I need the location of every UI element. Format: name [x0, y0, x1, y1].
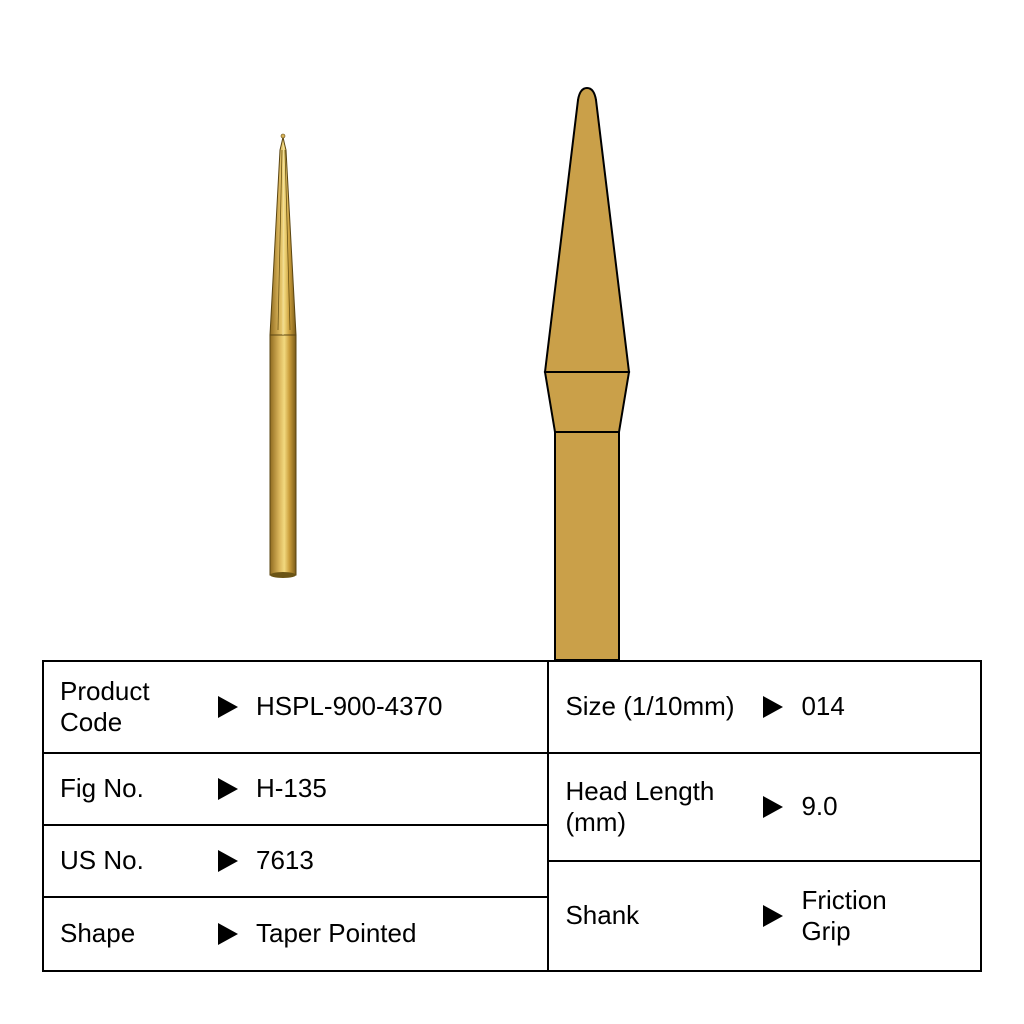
- spec-label: Size (1/10mm): [565, 691, 745, 722]
- table-row: Shank FrictionGrip: [549, 862, 980, 970]
- specs-col-right: Size (1/10mm) 014 Head Length(mm) 9.0 Sh…: [549, 662, 980, 970]
- spec-value: 9.0: [801, 791, 964, 822]
- spec-value: 7613: [256, 845, 531, 876]
- specs-col-left: ProductCode HSPL-900-4370 Fig No. H-135 …: [44, 662, 549, 970]
- spec-label: Fig No.: [60, 773, 200, 804]
- spec-label: Shank: [565, 900, 745, 931]
- spec-value: 014: [801, 691, 964, 722]
- triangle-icon: [218, 923, 238, 945]
- photo-bur: [270, 134, 296, 578]
- table-row: US No. 7613: [44, 826, 547, 898]
- spec-label: ProductCode: [60, 676, 200, 738]
- spec-label: Head Length(mm): [565, 776, 745, 838]
- triangle-icon: [763, 696, 783, 718]
- triangle-icon: [763, 796, 783, 818]
- table-row: Shape Taper Pointed: [44, 898, 547, 970]
- triangle-icon: [218, 778, 238, 800]
- spec-value: Taper Pointed: [256, 918, 531, 949]
- spec-label: Shape: [60, 918, 200, 949]
- triangle-icon: [763, 905, 783, 927]
- table-row: Size (1/10mm) 014: [549, 662, 980, 754]
- specs-table: ProductCode HSPL-900-4370 Fig No. H-135 …: [42, 660, 982, 972]
- triangle-icon: [218, 850, 238, 872]
- schematic-bur: [545, 88, 629, 660]
- spec-label: US No.: [60, 845, 200, 876]
- triangle-icon: [218, 696, 238, 718]
- page: ProductCode HSPL-900-4370 Fig No. H-135 …: [0, 0, 1024, 1024]
- table-row: Fig No. H-135: [44, 754, 547, 826]
- spec-value: H-135: [256, 773, 531, 804]
- table-row: Head Length(mm) 9.0: [549, 754, 980, 862]
- table-row: ProductCode HSPL-900-4370: [44, 662, 547, 754]
- diagram-svg: [0, 0, 1024, 660]
- spec-value: FrictionGrip: [801, 885, 964, 947]
- spec-value: HSPL-900-4370: [256, 691, 531, 722]
- product-diagram: [0, 0, 1024, 660]
